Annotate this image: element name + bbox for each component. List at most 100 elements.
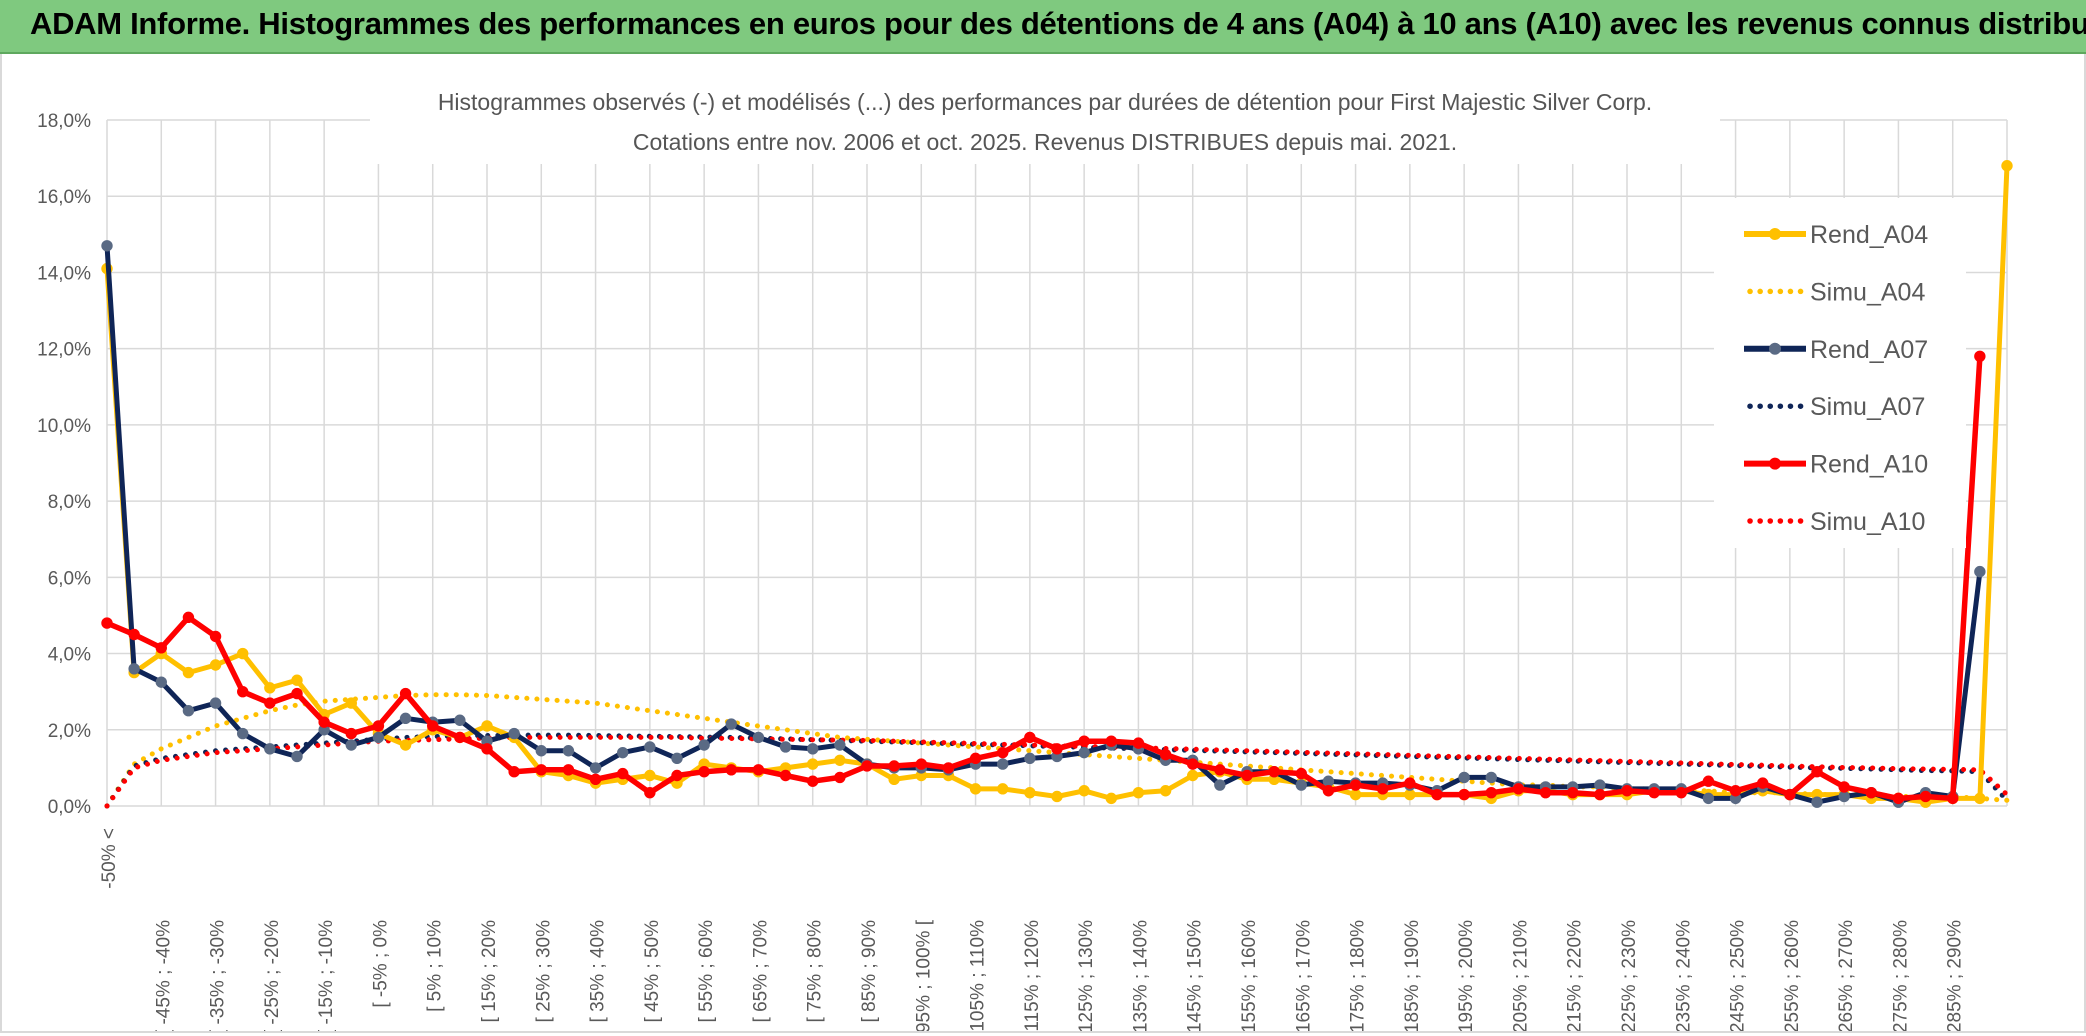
data-point-rend_a04: [1349, 788, 1362, 801]
data-point-rend_a10: [888, 760, 900, 772]
x-tick-label: [ -35% ; -30%: [208, 920, 229, 1031]
data-point-rend_a10: [1512, 783, 1525, 795]
x-tick-label: [ 265% ; 270%: [1836, 920, 1857, 1031]
data-point-rend_a10: [345, 727, 357, 740]
data-point-rend_a07: [237, 727, 249, 740]
data-point-rend_a04: [182, 666, 195, 679]
data-point-rend_a07: [155, 676, 167, 688]
data-point-rend_a07: [1322, 775, 1335, 787]
x-tick-label: [ 165% ; 170%: [1293, 920, 1314, 1031]
data-point-rend_a10: [752, 764, 765, 776]
data-point-rend_a07: [372, 731, 385, 744]
report-title: ADAM Informe. Histogrammes des performan…: [30, 6, 2086, 41]
data-point-rend_a10: [997, 746, 1009, 759]
data-point-rend_a10: [1377, 783, 1389, 795]
legend-label-rend_a10: Rend_A10: [1810, 451, 1928, 479]
data-point-rend_a10: [1458, 788, 1470, 801]
x-axis: -50% < [ -45% ; -40% [ -35% ; -30% [ -25% ;…: [99, 828, 1966, 1036]
data-point-rend_a10: [1078, 735, 1090, 747]
x-tick-label: [ 125% ; 130%: [1076, 920, 1097, 1031]
data-point-rend_a10: [644, 786, 656, 799]
data-point-rend_a07: [1811, 796, 1823, 808]
data-point-rend_a10: [1214, 764, 1226, 776]
chart-title-line2: Cotations entre nov. 2006 et oct. 2025. …: [633, 129, 1457, 155]
x-tick-label: [ -5% ; 0%: [370, 920, 391, 1008]
x-tick-label: [ 245% ; 250%: [1728, 920, 1749, 1031]
data-point-rend_a10: [1784, 788, 1796, 801]
data-point-rend_a04: [1187, 769, 1199, 782]
data-point-rend_a07: [535, 745, 547, 757]
data-point-rend_a10: [209, 630, 222, 643]
x-tick-label: [ -25% ; -20%: [262, 920, 283, 1031]
data-point-rend_a10: [481, 743, 493, 755]
legend-label-simu_a04: Simu_A04: [1810, 278, 1925, 306]
data-point-rend_a10: [1947, 792, 1959, 805]
y-tick-label: 0,0%: [48, 797, 91, 818]
data-point-rend_a10: [101, 617, 113, 629]
x-tick-label: [ 285% ; 290%: [1945, 920, 1966, 1031]
data-point-rend_a10: [1675, 786, 1687, 799]
x-tick-label: [ 225% ; 230%: [1619, 920, 1640, 1031]
data-point-rend_a10: [1024, 731, 1036, 744]
legend-label-simu_a10: Simu_A10: [1810, 508, 1925, 536]
data-point-rend_a07: [725, 718, 737, 730]
data-point-rend_a10: [725, 764, 737, 776]
data-point-rend_a07: [807, 743, 819, 755]
data-point-rend_a10: [671, 769, 683, 782]
data-point-rend_a07: [671, 752, 683, 765]
data-point-rend_a10: [1485, 786, 1497, 799]
data-point-rend_a10: [291, 687, 303, 700]
data-point-rend_a10: [1811, 766, 1823, 778]
series-line-rend_a10: [105, 356, 1983, 802]
y-tick-label: 8,0%: [48, 492, 91, 513]
data-point-rend_a10: [562, 764, 575, 776]
data-point-rend_a10: [155, 642, 167, 654]
y-tick-label: 2,0%: [48, 721, 91, 742]
series-lines: [101, 160, 2013, 809]
data-point-rend_a10: [1702, 775, 1715, 787]
series-line-rend_a07: [104, 245, 1983, 805]
data-point-rend_a07: [617, 746, 629, 759]
data-point-rend_a04: [1159, 785, 1172, 797]
data-point-rend_a10: [372, 720, 385, 732]
data-point-rend_a04: [834, 754, 846, 766]
data-point-rend_a10: [1132, 737, 1145, 749]
data-point-rend_a10: [1838, 781, 1850, 793]
data-point-rend_a10: [427, 720, 439, 732]
data-point-rend_a10: [1594, 788, 1606, 801]
y-tick-label: 6,0%: [48, 568, 91, 589]
data-point-rend_a04: [291, 674, 303, 686]
x-tick-label: [ 255% ; 260%: [1782, 920, 1803, 1031]
x-tick-label: [ 235% ; 240%: [1673, 920, 1694, 1031]
chart-frame: 0,0% 2,0% 4,0% 6,0% 8,0% 10,0% 12,0% 14,0% 16,0%…: [0, 54, 2086, 1036]
data-point-rend_a07: [562, 745, 575, 757]
data-point-rend_a10: [698, 766, 710, 778]
legend: Rend_A04 Simu_A04 Rend_A07 Simu_A07 Rend_A10…: [1714, 198, 1966, 548]
data-point-rend_a04: [264, 682, 276, 694]
legend-marker-rend_a04: [1769, 228, 1781, 240]
data-point-rend_a04: [399, 739, 412, 751]
data-point-rend_a10: [861, 760, 873, 772]
data-point-rend_a07: [1838, 790, 1850, 803]
data-point-rend_a07: [508, 727, 520, 740]
data-point-rend_a10: [128, 628, 140, 641]
x-tick-label: [ 185% ; 190%: [1402, 920, 1423, 1031]
data-point-rend_a07: [399, 712, 412, 725]
x-tick-label: [ 15% ; 20%: [479, 920, 500, 1023]
x-tick-label: [ 105% ; 110%: [968, 920, 989, 1031]
data-point-rend_a04: [237, 647, 249, 660]
data-point-rend_a04: [345, 697, 357, 709]
x-tick-label: [ 85% ; 90%: [859, 920, 880, 1023]
x-tick-label: [ 65% ; 70%: [750, 920, 771, 1023]
data-point-rend_a07: [454, 714, 466, 726]
data-point-rend_a10: [399, 687, 412, 700]
data-point-rend_a07: [997, 758, 1009, 770]
data-point-rend_a07: [1594, 779, 1606, 791]
data-point-rend_a10: [1105, 735, 1117, 747]
data-point-rend_a07: [101, 240, 113, 252]
legend-label-simu_a07: Simu_A07: [1810, 393, 1925, 421]
data-point-rend_a07: [345, 739, 357, 751]
data-point-rend_a10: [1729, 785, 1742, 797]
legend-marker-rend_a07: [1769, 342, 1781, 355]
data-point-rend_a10: [942, 762, 955, 774]
